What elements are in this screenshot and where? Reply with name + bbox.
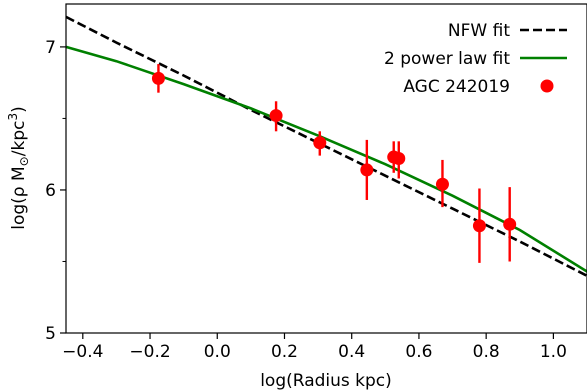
legend-label: AGC 242019 xyxy=(403,77,510,97)
data-point xyxy=(503,217,517,231)
y-tick-label: 5 xyxy=(45,324,56,344)
x-tick-label: 0.0 xyxy=(204,342,231,362)
y-axis-label: log(ρ M⊙/kpc3) xyxy=(6,106,31,230)
legend-swatch-marker xyxy=(540,79,554,93)
y-tick-label: 7 xyxy=(45,38,56,58)
data-point xyxy=(269,109,283,123)
legend: NFW fit 2 power law fit AGC 242019 xyxy=(384,21,567,97)
y-axis-label-part: log( xyxy=(9,197,29,230)
legend-label: 2 power law fit xyxy=(384,49,510,69)
y-axis: 5 6 7 xyxy=(45,38,66,344)
data-point xyxy=(360,163,374,177)
y-axis-label-part: 3 xyxy=(6,113,20,121)
x-tick-label: 0.8 xyxy=(473,342,500,362)
series-layer xyxy=(65,15,587,277)
plot-area xyxy=(65,3,587,334)
y-tick-label: 6 xyxy=(45,181,56,201)
legend-label: NFW fit xyxy=(448,21,510,41)
x-tick-label: −0.2 xyxy=(129,342,170,362)
y-axis-label-part: M xyxy=(9,166,29,186)
y-axis-label-part: ⊙ xyxy=(17,156,31,166)
x-tick-label: 0.2 xyxy=(271,342,298,362)
data-point xyxy=(151,71,165,85)
y-axis-label-part: ρ xyxy=(9,186,29,197)
x-tick-label: 1.0 xyxy=(540,342,567,362)
x-tick-label: 0.4 xyxy=(338,342,365,362)
data-point xyxy=(313,136,327,150)
data-point xyxy=(435,177,449,191)
x-axis: −0.4 −0.2 0.0 0.2 0.4 0.6 0.8 1.0 xyxy=(62,333,567,362)
series-line-1 xyxy=(65,45,587,273)
x-tick-label: 0.6 xyxy=(405,342,432,362)
x-tick-label: −0.4 xyxy=(62,342,103,362)
plot-frame xyxy=(65,3,587,334)
y-axis-label-part: /kpc xyxy=(9,121,29,157)
y-axis-label-part: ) xyxy=(9,106,29,113)
data-point xyxy=(472,219,486,233)
x-axis-label: log(Radius kpc) xyxy=(260,371,392,391)
data-point xyxy=(392,151,406,165)
